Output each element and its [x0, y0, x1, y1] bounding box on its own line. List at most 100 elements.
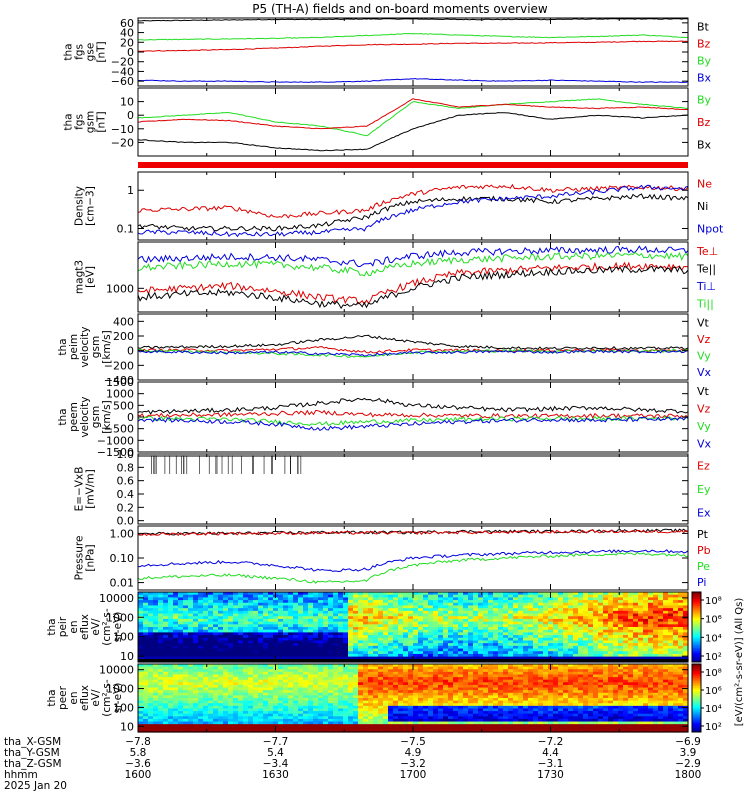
- spectrogram-cell: [178, 671, 184, 676]
- spectrogram-cell: [358, 592, 364, 596]
- legend-entry: Vy: [697, 420, 711, 433]
- spectrogram-cell: [298, 705, 304, 710]
- spectrogram-cell: [598, 621, 604, 625]
- spectrogram-cell: [518, 629, 524, 633]
- spectrogram-cell: [658, 613, 664, 617]
- spectrogram-cell: [318, 600, 324, 604]
- spectrogram-cell: [478, 608, 484, 612]
- spectrogram-cell: [363, 653, 369, 658]
- spectrogram-cell: [493, 608, 499, 612]
- spectrogram-cell: [358, 608, 364, 612]
- spectrogram-cell: [263, 677, 269, 681]
- spectrogram-cell: [678, 653, 684, 658]
- spectrogram-cell: [513, 600, 519, 604]
- spectrogram-cell: [533, 637, 539, 642]
- spectrogram-cell: [628, 643, 634, 647]
- spectrogram-cell: [663, 605, 669, 609]
- spectrogram-cell: [438, 679, 444, 683]
- spectrogram-cell: [363, 640, 369, 644]
- spectrogram-cell: [368, 637, 374, 642]
- spectrogram-cell: [178, 687, 184, 691]
- spectrogram-cell: [443, 690, 449, 694]
- spectrogram-cell: [403, 592, 409, 596]
- spectrogram-cell: [343, 690, 349, 694]
- spectrogram-cell: [438, 669, 444, 673]
- spectrogram-cell: [258, 600, 264, 604]
- spectrogram-cell: [368, 621, 374, 625]
- spectrogram-cell: [393, 653, 399, 658]
- spectrogram-cell: [548, 653, 554, 658]
- spectrogram-cell: [243, 618, 249, 623]
- spectrogram-cell: [458, 708, 464, 712]
- spectrogram-cell: [518, 635, 524, 639]
- spectrogram-cell: [428, 637, 434, 642]
- spectrogram-cell: [268, 600, 274, 604]
- spectrogram-cell: [328, 635, 334, 639]
- spectrogram-cell: [618, 621, 624, 625]
- spectrogram-cell: [453, 608, 459, 612]
- spectrogram-cell: [448, 608, 454, 612]
- spectrogram-cell: [558, 618, 564, 623]
- spectrogram-cell: [678, 594, 684, 598]
- spectrogram-cell: [193, 637, 199, 642]
- spectrogram-cell: [423, 711, 429, 715]
- legend-entry: Pb: [697, 544, 711, 557]
- spectrogram-cell: [308, 716, 314, 720]
- spectrogram-cell: [528, 602, 534, 607]
- spectrogram-cell: [283, 648, 289, 652]
- spectrogram-cell: [463, 600, 469, 604]
- spectrogram-cell: [178, 605, 184, 609]
- spectrogram-cell: [213, 645, 219, 650]
- spectrogram-cell: [168, 682, 174, 686]
- spectrogram-cell: [238, 632, 244, 636]
- spectrogram-cell: [683, 629, 689, 633]
- spectrogram-cell: [303, 629, 309, 633]
- spectrogram-cell: [568, 602, 574, 607]
- spectrogram-cell: [438, 594, 444, 598]
- spectrogram-cell: [673, 643, 679, 647]
- spectrogram-cell: [423, 618, 429, 623]
- spectrogram-cell: [418, 637, 424, 642]
- spectrogram-cell: [253, 671, 259, 676]
- y-tick-label: 0.10: [110, 552, 135, 565]
- spectrogram-cell: [318, 635, 324, 639]
- spectrogram-cell: [393, 708, 399, 712]
- spectrogram-cell: [138, 687, 144, 691]
- spectrogram-cell: [398, 637, 404, 642]
- spectrogram-cell: [393, 698, 399, 702]
- spectrogram-cell: [298, 713, 304, 717]
- spectrogram-cell: [503, 613, 509, 617]
- spectrogram-cell: [398, 594, 404, 598]
- spectrogram-cell: [188, 700, 194, 704]
- spectrogram-cell: [523, 602, 529, 607]
- spectrogram-cell: [378, 621, 384, 625]
- spectrogram-cell: [183, 624, 189, 628]
- spectrogram-cell: [473, 613, 479, 617]
- spectrogram-cell: [313, 653, 319, 658]
- spectrogram-cell: [628, 605, 634, 609]
- spectrogram-cell: [473, 637, 479, 642]
- spectrogram-cell: [623, 643, 629, 647]
- spectrogram-cell: [233, 718, 239, 723]
- spectrogram-cell: [563, 624, 569, 628]
- spectrogram-cell: [398, 651, 404, 655]
- spectrogram-cell: [358, 698, 364, 702]
- spectrogram-cell: [228, 613, 234, 617]
- spectrogram-cell: [268, 669, 274, 673]
- spectrogram-cell: [198, 726, 204, 730]
- spectrogram-cell: [148, 645, 154, 650]
- spectrogram-cell: [488, 597, 494, 601]
- spectrogram-cell: [223, 632, 229, 636]
- spectrogram-cell: [333, 713, 339, 717]
- spectrogram-cell: [353, 645, 359, 650]
- spectrogram-cell: [448, 602, 454, 607]
- spectrogram-cell: [603, 594, 609, 598]
- spectrogram-cell: [283, 711, 289, 715]
- spectrogram-cell: [178, 632, 184, 636]
- spectrogram-cell: [433, 700, 439, 704]
- spectrogram-cell: [638, 653, 644, 658]
- spectrogram-cell: [323, 624, 329, 628]
- spectrogram-cell: [493, 629, 499, 633]
- spectrogram-cell: [573, 643, 579, 647]
- spectrogram-cell: [468, 648, 474, 652]
